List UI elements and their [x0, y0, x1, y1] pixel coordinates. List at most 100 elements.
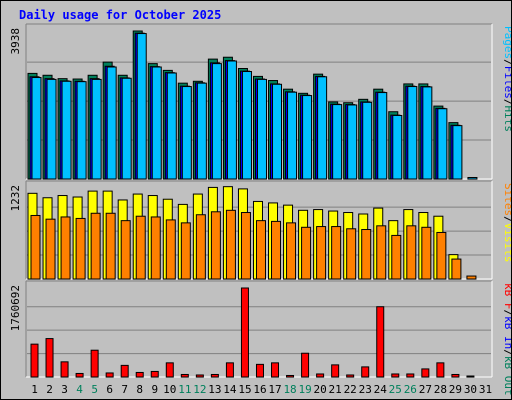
- legend-entry: Hits: [502, 106, 511, 133]
- bar-pages: [272, 83, 283, 180]
- bar-kb-f: [301, 352, 310, 378]
- bar-kb-f: [90, 349, 99, 378]
- legend-mid: Sites/Visits: [502, 183, 511, 263]
- bar-sites: [225, 209, 236, 280]
- day-label: 23: [359, 383, 372, 396]
- bar-sites: [271, 220, 282, 280]
- legend-entry: /: [502, 216, 511, 223]
- bar-sites: [90, 212, 101, 280]
- bar-kb-f: [45, 338, 54, 378]
- bar-kb-f: [255, 363, 264, 378]
- bar-kb-f: [361, 366, 370, 378]
- y-max-label-bot: 1760692: [9, 285, 22, 331]
- bar-sites: [286, 222, 297, 280]
- bar-kb-f: [316, 373, 325, 378]
- legend-top: Pages/Files/Hits: [502, 26, 511, 132]
- bar-kb-f: [75, 372, 84, 378]
- bar-sites: [421, 226, 432, 280]
- legend-entry: /: [502, 59, 511, 66]
- day-label: 7: [121, 383, 128, 396]
- bar-pages: [181, 86, 192, 180]
- day-label: 2: [46, 383, 53, 396]
- bar-pages: [422, 86, 433, 180]
- bar-pages: [287, 91, 298, 180]
- bar-kb-f: [225, 362, 234, 378]
- legend-entry: kB In: [502, 316, 511, 349]
- day-label: 6: [106, 383, 113, 396]
- bar-pages: [256, 78, 267, 180]
- bar-kb-f: [286, 374, 295, 378]
- day-label: 19: [298, 383, 311, 396]
- bar-pages: [226, 60, 237, 180]
- day-label: 20: [314, 383, 327, 396]
- bar-sites: [331, 226, 342, 280]
- day-label: 25: [389, 383, 402, 396]
- bar-sites: [210, 211, 221, 280]
- day-label: 27: [419, 383, 432, 396]
- bar-pages: [437, 108, 448, 180]
- legend-entry: /: [502, 99, 511, 106]
- day-label: 24: [374, 383, 388, 396]
- day-label: 18: [283, 383, 296, 396]
- day-label: 15: [238, 383, 251, 396]
- legend-entry: kB Out: [502, 356, 511, 396]
- bar-pages: [241, 71, 252, 180]
- bar-kb-f: [406, 373, 415, 378]
- bar-sites: [361, 229, 372, 280]
- bar-pages: [151, 66, 162, 180]
- bar-sites: [451, 258, 462, 280]
- legend-bot: kB F/kB In/kB Out: [502, 283, 511, 396]
- bar-pages: [46, 78, 57, 180]
- bar-pages: [317, 76, 328, 180]
- bar-sites: [120, 220, 131, 280]
- bar-kb-f: [421, 368, 430, 378]
- legend-entry: Visits: [502, 223, 511, 263]
- bar-sites: [255, 220, 266, 280]
- bar-sites: [301, 226, 312, 280]
- day-label: 17: [268, 383, 281, 396]
- day-label: 1: [31, 383, 38, 396]
- bar-sites: [165, 219, 176, 280]
- bar-pages: [211, 63, 222, 180]
- bar-kb-f: [150, 370, 159, 378]
- bar-kb-f: [240, 287, 249, 378]
- bar-pages: [166, 72, 177, 180]
- bar-pages: [76, 81, 87, 180]
- bar-sites: [75, 217, 86, 280]
- bar-pages: [302, 95, 313, 180]
- bar-pages: [347, 104, 358, 180]
- bar-pages: [121, 77, 132, 180]
- legend-entry: kB F: [502, 283, 511, 310]
- bar-pages: [196, 82, 207, 180]
- bar-pages: [106, 66, 117, 180]
- bar-kb-f: [466, 375, 475, 378]
- bar-kb-f: [60, 361, 69, 378]
- day-label: 8: [136, 383, 143, 396]
- day-label: 26: [404, 383, 417, 396]
- bar-pages: [377, 92, 388, 180]
- chart-title: Daily usage for October 2025: [19, 8, 222, 22]
- bar-kb-f: [105, 372, 114, 378]
- bar-sites: [406, 225, 417, 280]
- bar-kb-f: [436, 362, 445, 378]
- bar-kb-f: [195, 374, 204, 378]
- y-max-label-mid: 1232: [9, 185, 22, 212]
- bar-sites: [30, 214, 41, 280]
- legend-entry: Pages: [502, 26, 511, 59]
- bar-pages: [91, 78, 102, 180]
- day-label: 30: [464, 383, 477, 396]
- bar-kb-f: [331, 364, 340, 378]
- day-label: 21: [329, 383, 342, 396]
- bar-kb-f: [271, 362, 280, 378]
- day-label: 28: [434, 383, 447, 396]
- bar-pages: [61, 80, 72, 180]
- bar-kb-f: [135, 371, 144, 378]
- day-label: 13: [208, 383, 221, 396]
- bar-sites: [60, 216, 71, 280]
- bar-sites: [135, 215, 146, 280]
- bar-kb-f: [451, 373, 460, 378]
- day-label: 11: [178, 383, 191, 396]
- bar-pages: [407, 86, 418, 180]
